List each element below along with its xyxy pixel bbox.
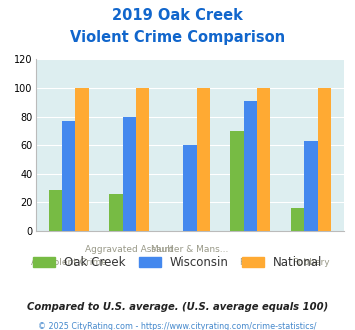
Text: 2019 Oak Creek: 2019 Oak Creek [112,8,243,23]
Bar [62,121,76,231]
Bar [49,189,62,231]
Text: Robbery: Robbery [292,258,330,267]
Text: © 2025 CityRating.com - https://www.cityrating.com/crime-statistics/: © 2025 CityRating.com - https://www.city… [38,322,317,330]
Bar [197,88,210,231]
Text: Murder & Mans...: Murder & Mans... [151,245,229,254]
Bar [123,116,136,231]
Bar [291,208,304,231]
Bar [257,88,271,231]
Bar [304,141,318,231]
Bar [183,145,197,231]
Text: Compared to U.S. average. (U.S. average equals 100): Compared to U.S. average. (U.S. average … [27,302,328,312]
Legend: Oak Creek, Wisconsin, National: Oak Creek, Wisconsin, National [28,251,327,273]
Text: All Violent Crime: All Violent Crime [31,258,107,267]
Bar [136,88,149,231]
Bar [109,194,123,231]
Bar [76,88,89,231]
Bar [318,88,331,231]
Bar [230,131,244,231]
Text: Violent Crime Comparison: Violent Crime Comparison [70,30,285,45]
Bar [244,101,257,231]
Text: Aggravated Assault: Aggravated Assault [85,245,174,254]
Text: Rape: Rape [239,258,262,267]
